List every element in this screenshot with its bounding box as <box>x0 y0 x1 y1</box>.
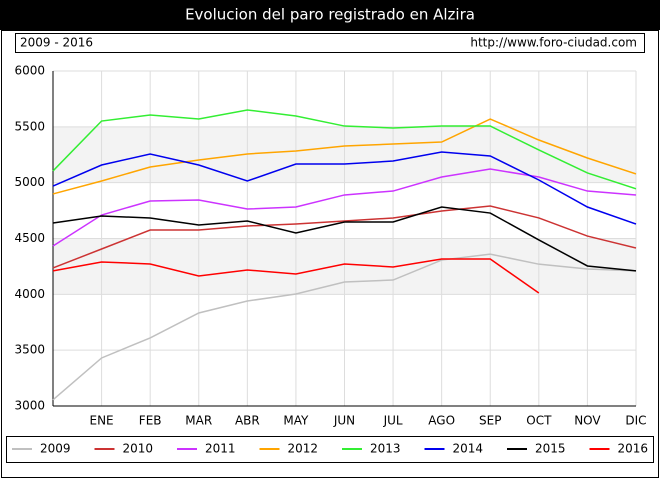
legend-label: 2014 <box>453 442 484 456</box>
series-line <box>52 168 637 247</box>
series-line <box>52 253 637 401</box>
x-tick-label: MAR <box>185 414 212 428</box>
x-tick-label: JUL <box>383 414 403 428</box>
frame <box>1 30 659 478</box>
legend-label: 2011 <box>205 442 236 456</box>
x-tick-label: NOV <box>574 414 601 428</box>
series-line <box>52 205 637 269</box>
series-line <box>52 258 540 294</box>
y-tick-label: 4500 <box>14 231 45 245</box>
series-line <box>52 151 637 225</box>
x-tick-label: DIC <box>625 414 646 428</box>
source: http://www.foro-ciudad.com <box>470 36 637 50</box>
x-tick-label: OCT <box>526 414 552 428</box>
title-bar <box>0 0 660 30</box>
x-tick-label: ENE <box>90 414 114 428</box>
series-line <box>52 206 637 272</box>
y-tick-label: 5500 <box>14 119 45 133</box>
legend-label: 2009 <box>40 442 71 456</box>
x-tick-label: FEB <box>139 414 162 428</box>
legend-label: 2013 <box>370 442 401 456</box>
x-tick-label: MAY <box>283 414 309 428</box>
header-box <box>15 33 645 53</box>
y-tick-label: 4000 <box>14 287 45 301</box>
x-tick-label: SEP <box>479 414 501 428</box>
subtitle: 2009 - 2016 <box>20 36 93 50</box>
y-tick-label: 3000 <box>14 399 45 413</box>
chart-title: Evolucion del paro registrado en Alzira <box>185 6 475 24</box>
legend-label: 2016 <box>618 442 649 456</box>
y-tick-label: 6000 <box>14 64 45 78</box>
x-tick-label: AGO <box>428 414 455 428</box>
y-tick-label: 5000 <box>14 175 45 189</box>
series-line <box>52 118 637 195</box>
x-tick-label: ABR <box>235 414 260 428</box>
legend-label: 2010 <box>123 442 154 456</box>
legend-label: 2015 <box>535 442 566 456</box>
series-line <box>52 109 637 190</box>
y-tick-label: 3500 <box>14 343 45 357</box>
legend-label: 2012 <box>288 442 319 456</box>
x-tick-label: JUN <box>333 414 355 428</box>
